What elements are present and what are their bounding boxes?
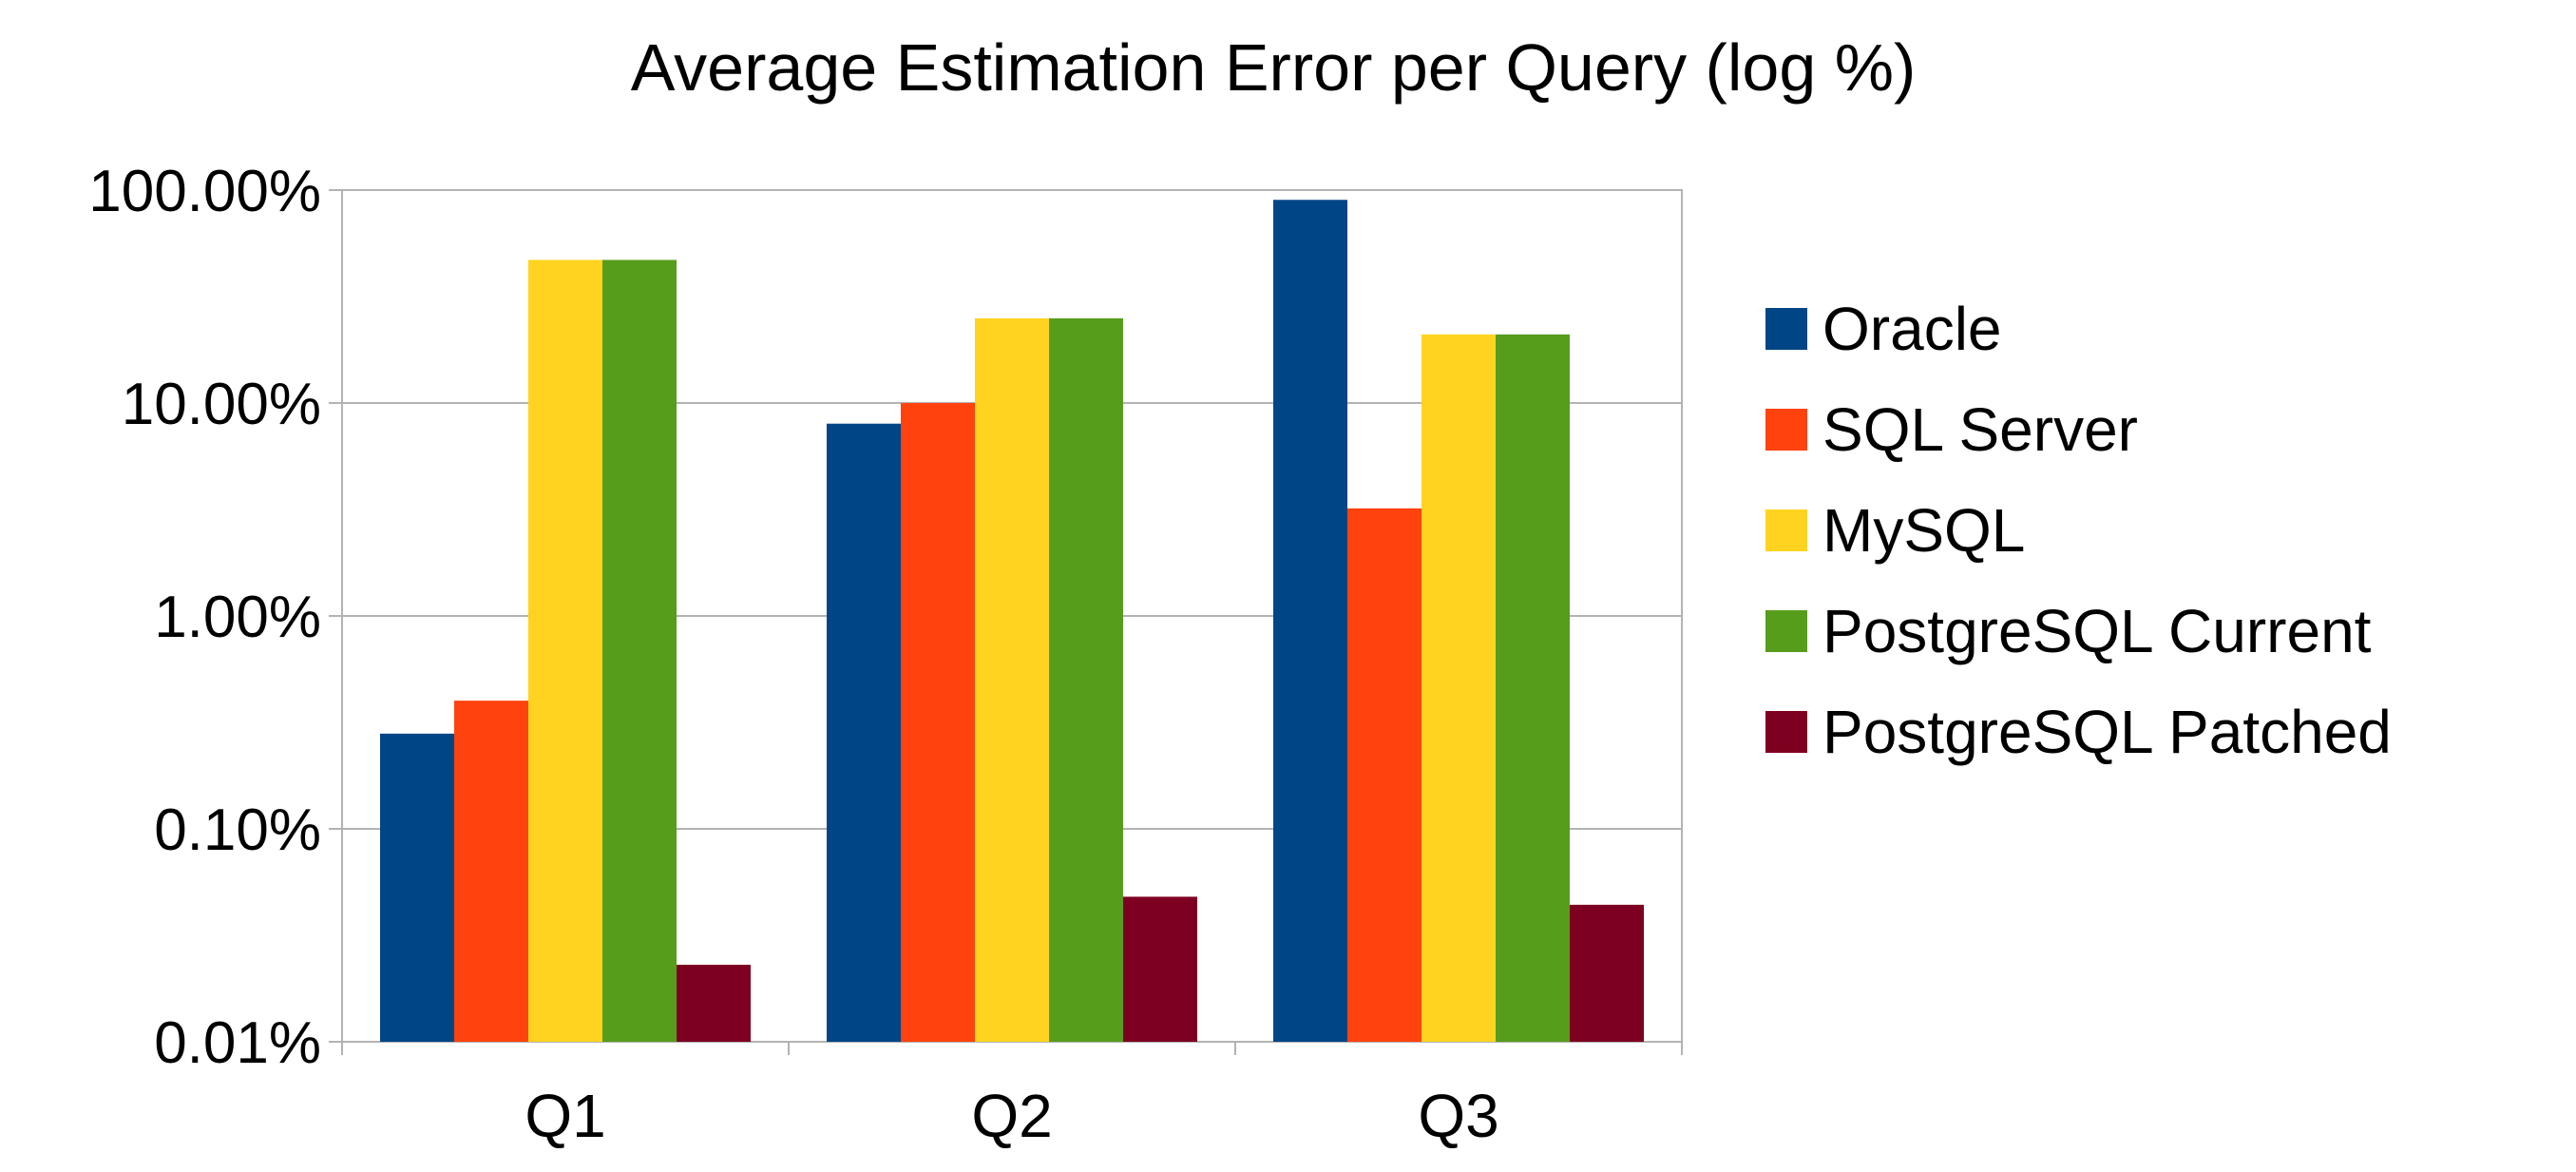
bar [1347,508,1422,1042]
y-tick-label: 0.01% [154,1010,321,1076]
bar [380,733,454,1042]
bar [528,259,602,1042]
legend-swatch [1765,308,1807,350]
bar [1496,334,1570,1042]
legend-label: PostgreSQL Current [1822,597,2372,665]
legend-swatch [1765,711,1807,753]
bar [827,423,901,1042]
bar [975,317,1049,1042]
bar [1422,334,1496,1042]
bar [901,403,975,1042]
bar [1123,896,1197,1042]
bar [1049,317,1123,1042]
legend-swatch [1765,409,1807,451]
y-axis-ticks: 0.01% 0.10% 1.00% 10.00% 100.00% [88,159,321,1076]
chart-title: Average Estimation Error per Query (log … [631,30,1917,105]
y-tick-label: 1.00% [154,585,321,650]
legend-swatch [1765,509,1807,551]
legend: Oracle SQL Server MySQL PostgreSQL Current P… [1765,295,2392,766]
x-category-label: Q1 [525,1082,605,1150]
legend-label: SQL Server [1822,395,2138,464]
legend-label: MySQL [1822,496,2025,565]
legend-swatch [1765,610,1807,652]
legend-label: PostgreSQL Patched [1822,698,2392,766]
x-category-label: Q2 [971,1082,1052,1150]
legend-label: Oracle [1822,295,2002,363]
bar [1570,904,1644,1042]
bar [1273,200,1347,1042]
x-axis-categories: Q1 Q2 Q3 [341,1042,1683,1150]
y-tick-label: 10.00% [122,372,321,437]
bar [602,259,677,1042]
y-tick-label: 0.10% [154,797,321,863]
bar [677,964,751,1042]
y-tick-label: 100.00% [88,159,321,224]
bars [380,200,1644,1042]
x-category-label: Q3 [1418,1082,1498,1150]
bar [454,701,528,1042]
